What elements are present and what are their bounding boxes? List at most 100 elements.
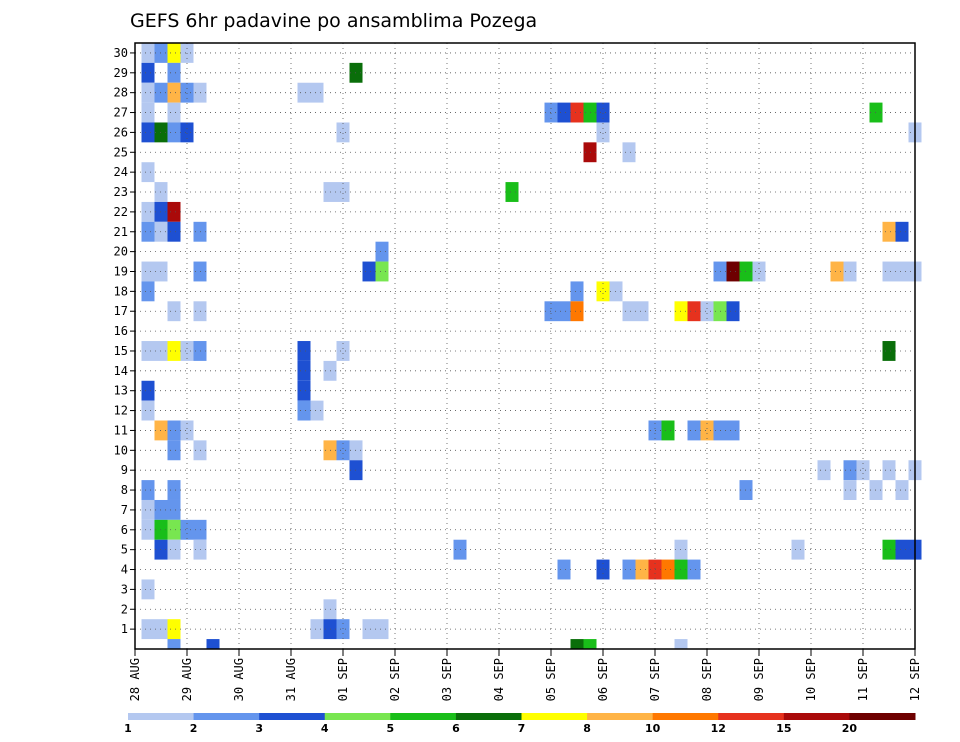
y-tick-label: 9: [121, 463, 128, 477]
colorbar-label: 3: [255, 722, 263, 735]
heatmap-cell: [596, 102, 610, 123]
y-axis: 1234567891011121314151617181920212223242…: [114, 46, 135, 636]
colorbar-label: 8: [583, 722, 591, 735]
x-tick-label: 09 SEP: [752, 658, 766, 701]
heatmap-cell: [336, 440, 350, 461]
heatmap-cell: [167, 619, 181, 640]
colorbar-label: 2: [190, 722, 198, 735]
y-tick-label: 21: [114, 225, 128, 239]
y-tick-label: 15: [114, 344, 128, 358]
y-tick-label: 5: [121, 543, 128, 557]
x-tick-label: 07 SEP: [648, 658, 662, 701]
y-tick-label: 16: [114, 324, 128, 338]
heatmap-cell: [167, 221, 181, 242]
heatmap-cell: [167, 639, 181, 649]
x-tick-label: 12 SEP: [908, 658, 922, 701]
y-tick-label: 8: [121, 483, 128, 497]
colorbar-swatch: [455, 713, 522, 720]
x-tick-label: 05 SEP: [544, 658, 558, 701]
y-tick-label: 28: [114, 86, 128, 100]
plot-frame: [134, 42, 916, 650]
heatmap-cell: [141, 281, 155, 302]
heatmap-cell: [882, 460, 896, 481]
heatmap-cell: [180, 341, 194, 361]
heatmap-cell: [726, 301, 740, 322]
y-tick-label: 10: [114, 443, 128, 457]
heatmap-cell: [726, 261, 740, 282]
heatmap-cell: [882, 341, 896, 361]
heatmap-cell: [180, 122, 194, 143]
y-tick-label: 11: [114, 423, 128, 437]
chart-title: GEFS 6hr padavine po ansamblima Pozega: [130, 10, 537, 32]
heatmap-cell: [180, 420, 194, 441]
heatmap-cell: [661, 559, 675, 580]
heatmap-cell: [141, 579, 155, 600]
y-tick-label: 7: [121, 503, 128, 517]
heatmap-cell: [167, 440, 181, 461]
colorbar-swatch: [783, 713, 850, 720]
heatmap-cell: [700, 420, 714, 441]
heatmap-cell: [791, 539, 805, 560]
heatmap-cell: [167, 539, 181, 560]
heatmap-cell: [882, 539, 896, 560]
heatmap-cell: [336, 341, 350, 361]
heatmap-cell: [141, 62, 155, 83]
y-tick-label: 2: [121, 602, 128, 616]
heatmap-cell: [336, 619, 350, 640]
heatmap-cell: [830, 261, 844, 282]
heatmap-cell: [622, 142, 636, 163]
heatmap-cell: [167, 102, 181, 123]
heatmap-cell: [167, 499, 181, 520]
colorbar-swatch: [324, 713, 391, 720]
heatmap-cell: [141, 519, 155, 540]
colorbar-swatch: [718, 713, 785, 720]
heatmap-cell: [817, 460, 831, 481]
heatmap-cell: [180, 82, 194, 103]
x-axis: 28 AUG 29 AUG 30 AUG 31 AUG 01 SEP 02 SEP 03 S…: [128, 649, 922, 701]
heatmap-cell: [895, 539, 909, 560]
colorbar-legend: 1 2 3 4 5 6 7 8 10 12 15 20: [124, 713, 916, 735]
heatmap-cell: [687, 301, 701, 322]
heatmap-cell: [167, 201, 181, 222]
heatmap-cell: [882, 221, 896, 242]
heatmap-cell: [310, 82, 324, 103]
x-tick-label: 30 AUG: [232, 658, 246, 701]
heatmap-cell: [375, 261, 389, 282]
colorbar-label: 4: [321, 722, 329, 735]
x-tick-label: 29 AUG: [180, 658, 194, 701]
heatmap-cell: [895, 261, 909, 282]
x-tick-label: 10 SEP: [804, 658, 818, 701]
y-tick-label: 24: [114, 165, 128, 179]
heatmap-cell: [362, 261, 376, 282]
heatmap-cell: [674, 639, 688, 649]
y-tick-label: 26: [114, 125, 128, 139]
heatmap-cell: [167, 43, 181, 63]
heatmap-cell: [141, 619, 155, 640]
colorbar-label: 12: [711, 722, 726, 735]
heatmap-cell: [167, 301, 181, 322]
heatmap-cells: [141, 43, 922, 649]
heatmap-cell: [297, 400, 311, 421]
heatmap-cell: [141, 400, 155, 421]
colorbar-swatch: [390, 713, 457, 720]
x-tick-label: 02 SEP: [388, 658, 402, 701]
x-tick-label: 31 AUG: [284, 658, 298, 701]
heatmap-cell: [310, 619, 324, 640]
colorbar-swatch: [521, 713, 588, 720]
heatmap-cell: [167, 82, 181, 103]
heatmap-cell: [336, 182, 350, 202]
heatmap-cell: [596, 122, 610, 143]
colorbar-swatch: [849, 713, 916, 720]
heatmap-cell: [596, 559, 610, 580]
y-tick-label: 14: [114, 364, 128, 378]
y-tick-label: 22: [114, 205, 128, 219]
heatmap-cell: [141, 82, 155, 103]
heatmap-cell: [167, 420, 181, 441]
y-tick-label: 18: [114, 284, 128, 298]
heatmap-cell: [570, 639, 584, 649]
heatmap-cell: [167, 480, 181, 500]
heatmap-cell: [206, 639, 220, 649]
heatmap-cell: [557, 102, 571, 123]
x-tick-label: 08 SEP: [700, 658, 714, 701]
heatmap-cell: [505, 182, 519, 202]
